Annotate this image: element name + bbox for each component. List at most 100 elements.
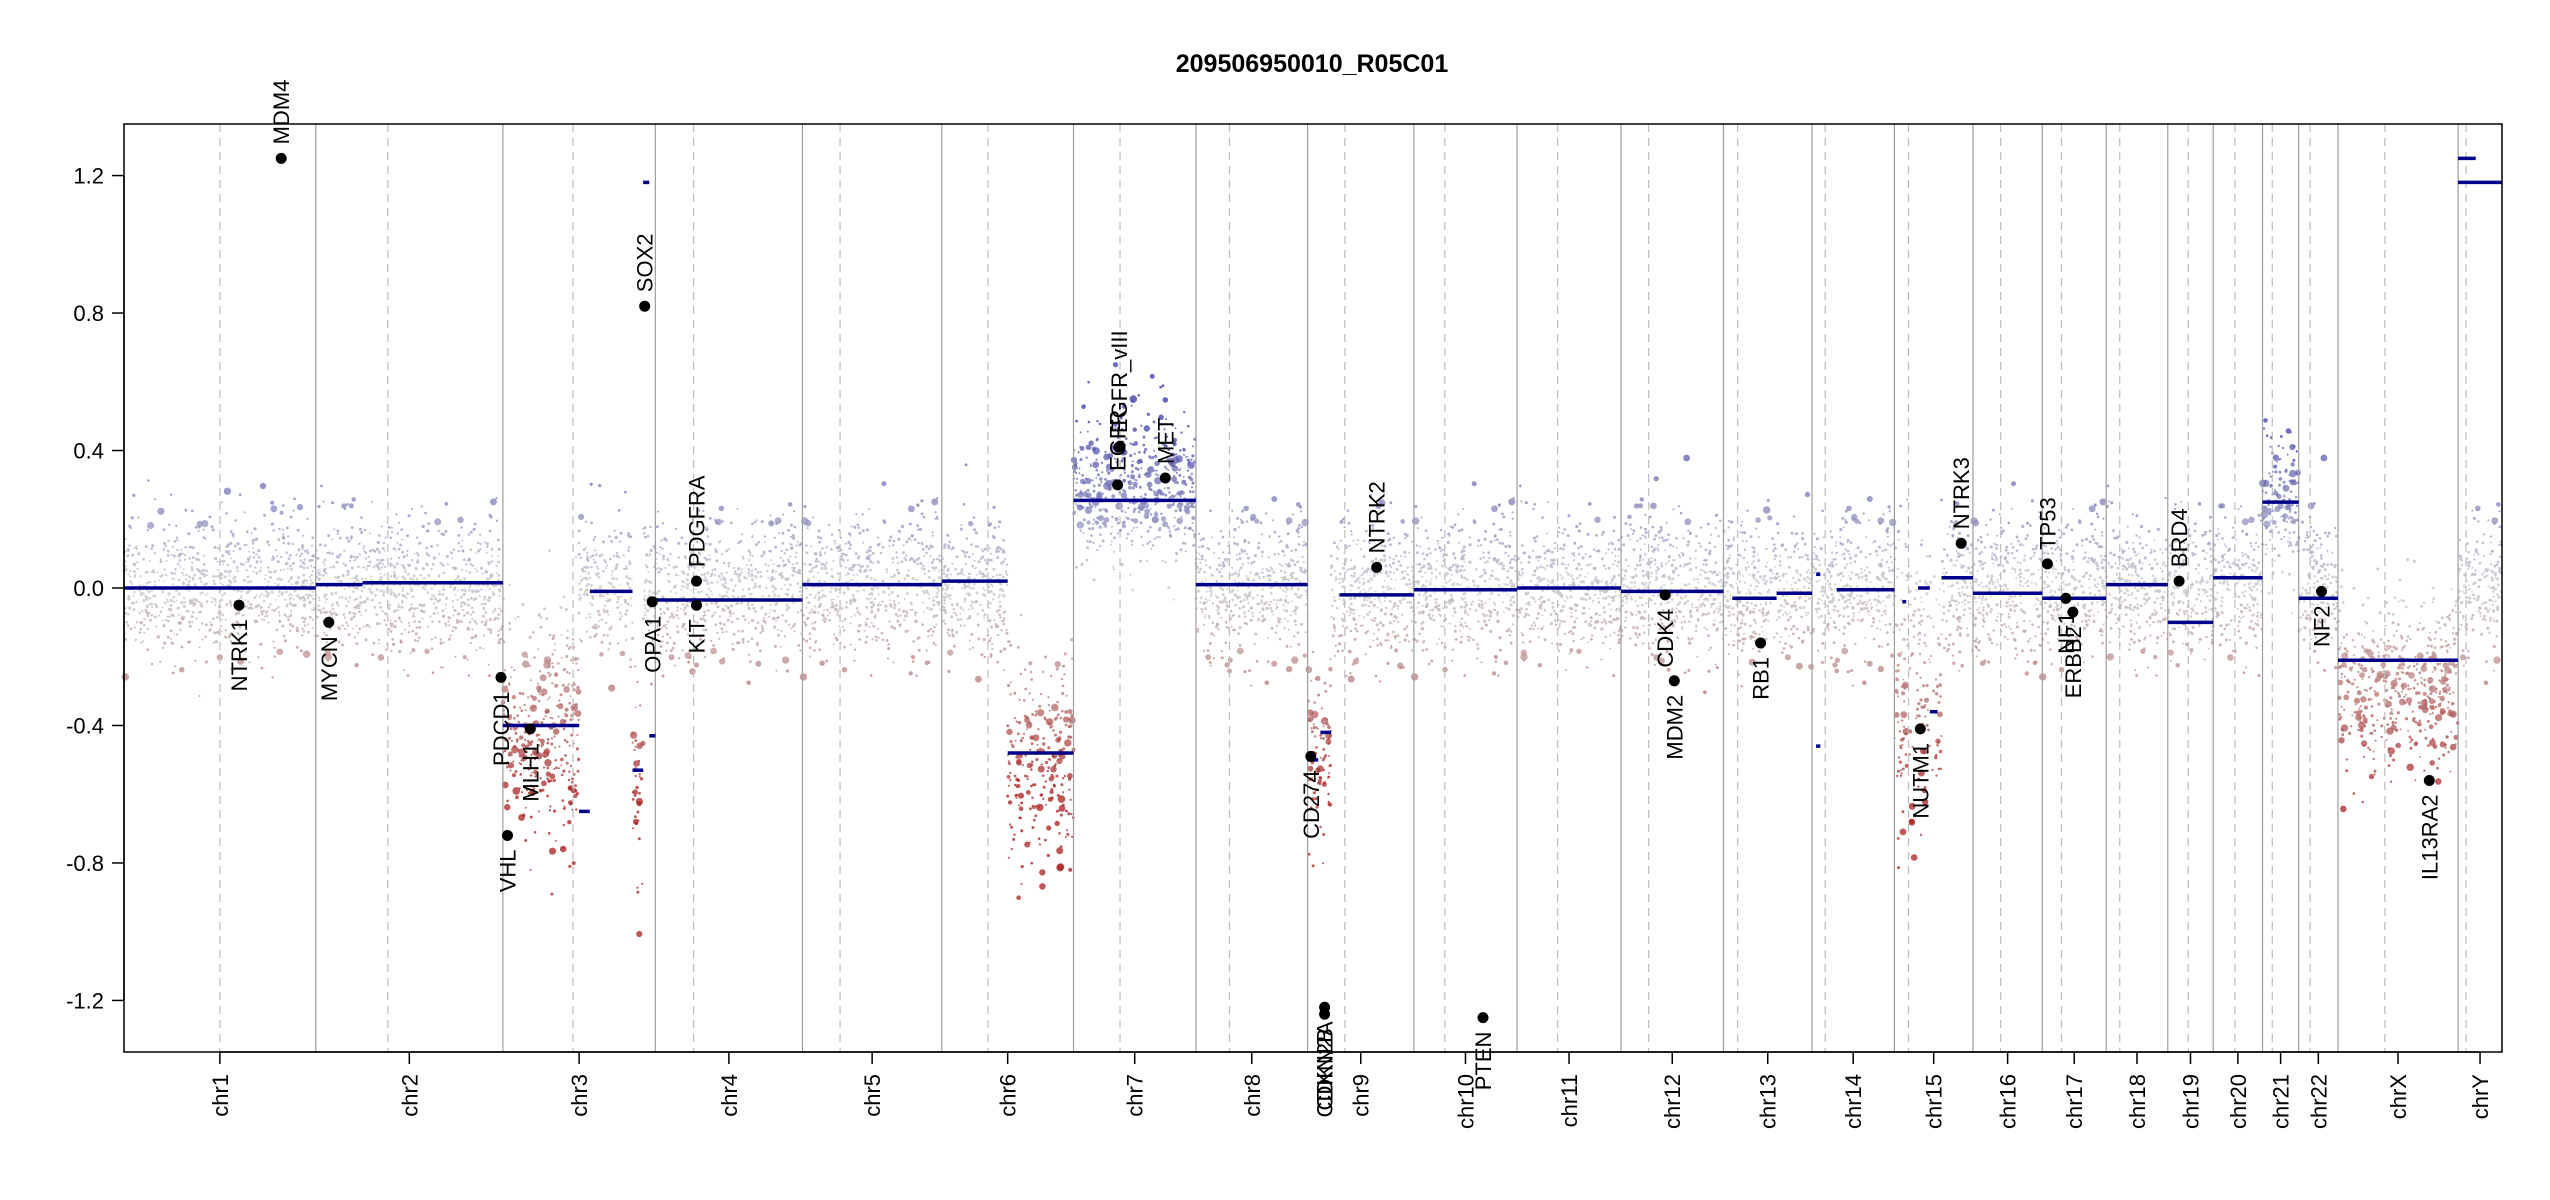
probe-point: [1132, 481, 1138, 487]
probe-point: [904, 614, 906, 617]
probe-point: [219, 625, 222, 628]
probe-point: [712, 644, 715, 647]
probe-point: [992, 567, 996, 571]
probe-point: [955, 630, 958, 634]
probe-point: [1079, 446, 1085, 451]
probe-point: [820, 603, 823, 606]
probe-point: [991, 648, 994, 650]
probe-point: [876, 543, 881, 547]
probe-point: [1287, 562, 1291, 565]
probe-point: [1105, 463, 1112, 470]
probe-point: [727, 565, 730, 568]
probe-point: [1009, 771, 1012, 775]
probe-point: [127, 596, 130, 600]
probe-point: [790, 523, 793, 527]
probe-point: [509, 714, 512, 717]
probe-point: [843, 645, 846, 649]
probe-point: [704, 576, 707, 579]
probe-point: [302, 566, 306, 570]
probe-point: [364, 577, 367, 580]
probe-point: [491, 560, 494, 563]
probe-point: [570, 659, 573, 662]
probe-point: [946, 569, 950, 572]
probe-point: [859, 565, 863, 569]
probe-point: [213, 545, 217, 549]
probe-point: [441, 609, 445, 613]
probe-point: [271, 608, 274, 611]
probe-point: [391, 623, 394, 626]
probe-point: [366, 564, 370, 568]
probe-point: [133, 595, 135, 597]
probe-point: [995, 574, 999, 577]
probe-point: [1205, 654, 1212, 661]
probe-point: [389, 562, 392, 565]
probe-point: [1102, 521, 1107, 526]
probe-point: [740, 571, 743, 574]
probe-point: [913, 538, 917, 541]
probe-point: [857, 563, 861, 567]
probe-point: [130, 516, 134, 520]
probe-point: [234, 575, 237, 579]
probe-point: [773, 644, 777, 648]
probe-point: [448, 624, 451, 627]
probe-point: [854, 552, 858, 556]
probe-point: [1236, 517, 1239, 520]
probe-point: [371, 548, 374, 551]
probe-point: [554, 683, 559, 688]
probe-point: [382, 590, 386, 594]
probe-point: [1225, 588, 1228, 591]
probe-point: [641, 882, 644, 885]
probe-point: [1001, 589, 1005, 592]
probe-point: [403, 669, 405, 671]
probe-point: [738, 579, 742, 583]
probe-point: [575, 688, 582, 695]
probe-point: [326, 551, 329, 554]
probe-point: [129, 627, 133, 631]
probe-point: [721, 553, 724, 556]
probe-point: [949, 573, 952, 576]
probe-point: [823, 552, 827, 555]
probe-point: [781, 531, 785, 535]
probe-point: [297, 548, 301, 552]
probe-point: [212, 579, 216, 583]
probe-point: [246, 580, 250, 584]
probe-point: [295, 582, 299, 586]
probe-point: [1114, 457, 1117, 460]
probe-point: [214, 575, 217, 578]
probe-point: [401, 600, 404, 604]
probe-point: [1090, 534, 1093, 537]
probe-point: [193, 583, 197, 587]
probe-point: [174, 665, 177, 668]
probe-point: [808, 570, 812, 574]
probe-point: [1007, 762, 1011, 766]
probe-point: [323, 594, 327, 598]
probe-point: [983, 616, 985, 619]
probe-point: [551, 717, 554, 720]
probe-point: [529, 868, 532, 871]
probe-point: [891, 576, 894, 579]
probe-point: [1087, 420, 1091, 424]
probe-point: [438, 620, 441, 623]
probe-point: [1063, 673, 1066, 676]
probe-point: [1161, 442, 1165, 446]
probe-point: [1017, 721, 1022, 725]
probe-point: [1276, 606, 1279, 609]
probe-point: [706, 558, 709, 561]
probe-point: [925, 589, 929, 593]
probe-point: [584, 570, 587, 573]
probe-point: [1153, 537, 1157, 540]
probe-point: [1203, 601, 1207, 605]
probe-point: [1230, 573, 1233, 577]
probe-point: [1300, 622, 1303, 626]
probe-point: [548, 809, 552, 812]
probe-point: [570, 703, 579, 712]
probe-point: [248, 603, 251, 606]
probe-point: [546, 738, 550, 741]
probe-point: [980, 653, 984, 657]
probe-point: [293, 497, 296, 501]
probe-point: [426, 625, 429, 628]
probe-point: [858, 638, 862, 641]
probe-point: [882, 590, 886, 594]
probe-point: [1108, 488, 1112, 492]
probe-point: [1213, 552, 1216, 554]
